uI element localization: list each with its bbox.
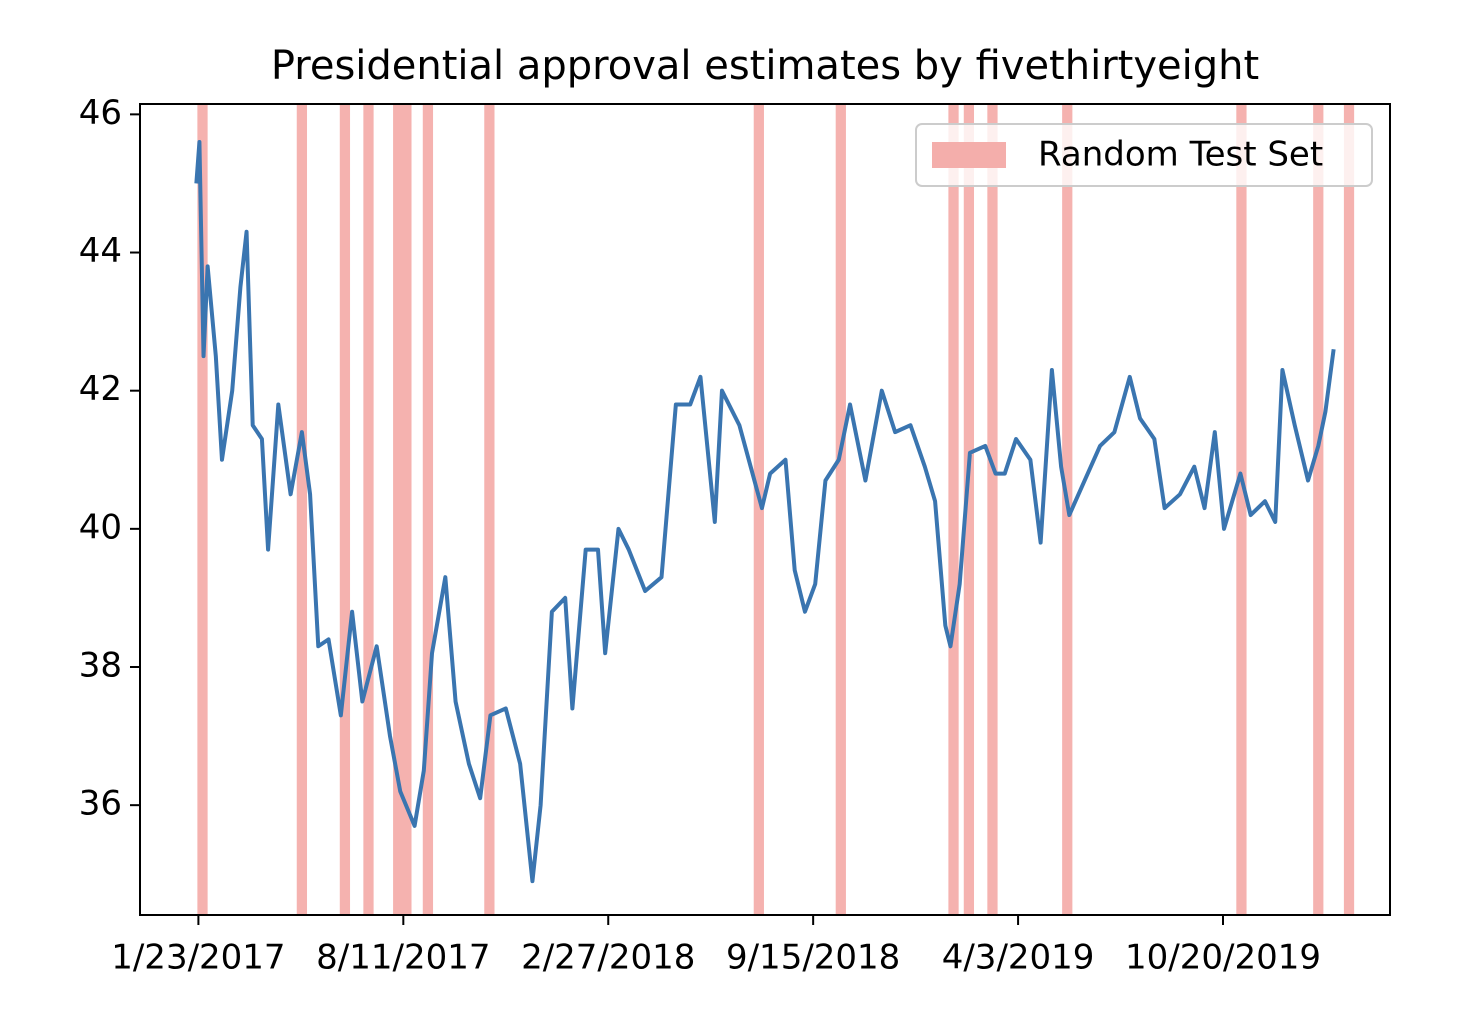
test-band bbox=[948, 104, 959, 915]
test-band bbox=[422, 104, 434, 915]
test-band bbox=[393, 104, 412, 915]
test-band bbox=[835, 104, 846, 915]
test-band bbox=[484, 104, 495, 915]
test-band bbox=[1236, 104, 1247, 915]
x-tick-label: 1/23/2017 bbox=[111, 938, 285, 978]
test-band bbox=[339, 104, 351, 915]
x-tick-label: 2/27/2018 bbox=[521, 938, 695, 978]
chart-title: Presidential approval estimates by fivet… bbox=[271, 43, 1259, 89]
y-tick-label: 42 bbox=[79, 369, 122, 409]
legend-swatch bbox=[932, 142, 1006, 168]
y-tick-label: 46 bbox=[79, 93, 122, 133]
test-band bbox=[963, 104, 975, 915]
test-band bbox=[987, 104, 998, 915]
series-line bbox=[194, 139, 1336, 884]
test-band bbox=[296, 104, 308, 915]
test-band bbox=[363, 104, 374, 915]
test-band bbox=[1343, 104, 1355, 915]
x-tick-label: 4/3/2019 bbox=[942, 938, 1095, 978]
test-band bbox=[753, 104, 764, 915]
test-band bbox=[197, 104, 208, 915]
legend-label: Random Test Set bbox=[1038, 135, 1323, 175]
y-tick-label: 36 bbox=[79, 784, 122, 824]
y-tick-label: 38 bbox=[79, 646, 122, 686]
legend-box bbox=[915, 123, 1373, 187]
x-tick-label: 9/15/2018 bbox=[726, 938, 900, 978]
x-tick-label: 8/11/2017 bbox=[316, 938, 490, 978]
plot-frame bbox=[139, 103, 1391, 916]
x-tick-label: 10/20/2019 bbox=[1125, 938, 1321, 978]
y-tick-label: 44 bbox=[79, 231, 122, 271]
test-band bbox=[1313, 104, 1324, 915]
y-tick-label: 40 bbox=[79, 507, 122, 547]
